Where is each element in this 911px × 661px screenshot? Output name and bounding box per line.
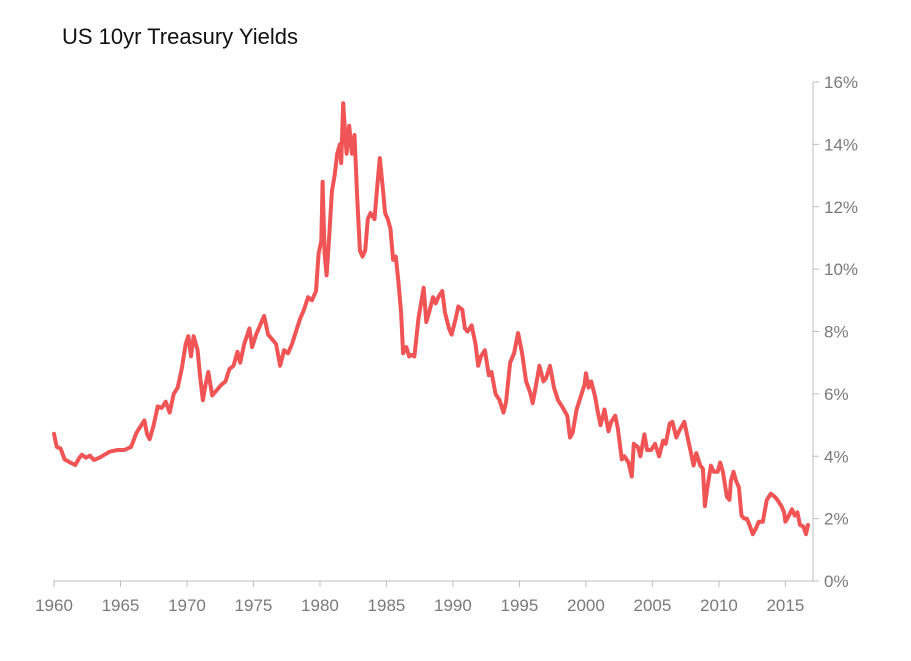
y-tick-label: 10% — [824, 260, 858, 279]
x-tick-label: 2015 — [766, 596, 804, 615]
x-tick-label: 1975 — [235, 596, 273, 615]
y-tick-label: 2% — [824, 510, 849, 529]
y-axis-ticks: 0% 2% 4% 6% 8% 10% 12% 14% 16% — [813, 73, 858, 591]
series-group — [52, 101, 810, 537]
y-tick-label: 16% — [824, 73, 858, 92]
x-tick-label: 1965 — [102, 596, 140, 615]
plot-area: 1960 1965 1970 1975 1980 1985 1990 1995 2000 2005… — [35, 73, 858, 615]
axes — [53, 82, 814, 582]
x-tick-label: 2005 — [633, 596, 671, 615]
y-tick-label: 0% — [824, 572, 849, 591]
x-tick-label: 1990 — [434, 596, 472, 615]
y-tick-label: 8% — [824, 323, 849, 342]
x-tick-label: 2000 — [567, 596, 605, 615]
yield-series-line — [52, 101, 810, 537]
x-tick-label: 1970 — [168, 596, 206, 615]
y-tick-label: 14% — [824, 135, 858, 154]
x-tick-label: 2010 — [700, 596, 738, 615]
x-tick-label: 1995 — [501, 596, 539, 615]
x-tick-label: 1980 — [301, 596, 339, 615]
y-tick-label: 4% — [824, 447, 849, 466]
x-tick-label: 1985 — [368, 596, 406, 615]
x-tick-label: 1960 — [35, 596, 73, 615]
x-axis-ticks: 1960 1965 1970 1975 1980 1985 1990 1995 2000 2005… — [35, 581, 804, 615]
y-tick-label: 6% — [824, 385, 849, 404]
y-tick-label: 12% — [824, 198, 858, 217]
chart-title: US 10yr Treasury Yields — [62, 24, 298, 49]
